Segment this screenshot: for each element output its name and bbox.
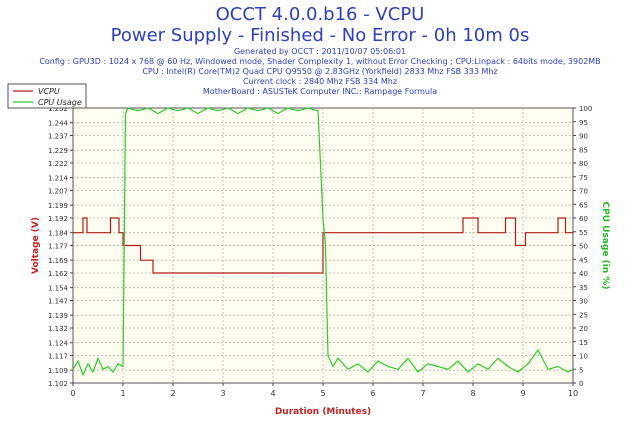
y-tick-label: 1.147 [48,298,68,306]
y2-tick-label: 5 [579,366,583,374]
series-line-cpu-usage [72,107,574,377]
y-tick-label: 1.184 [48,230,69,238]
y-tick-label: 1.124 [48,340,69,348]
y-tick-label: 1.237 [48,133,68,141]
y-tick-label: 1.244 [48,120,69,128]
y2-tick-label: 65 [579,201,588,209]
x-tick-label: 0 [70,389,75,398]
y2-tick-label: 60 [579,215,588,223]
y2-tick-label: 75 [579,174,588,182]
y2-tick-label: 55 [579,229,588,237]
y-tick-label: 1.177 [48,243,68,251]
chart-subtitle: Power Supply - Finished - No Error - 0h … [110,25,530,46]
y2-tick-label: 70 [579,188,588,196]
info-current-clock: Current clock : 2840 Mhz FSB 334 Mhz [242,77,398,86]
y2-tick-label: 30 [579,298,588,306]
y-tick-label: 1.199 [48,202,68,210]
y2-tick-label: 85 [579,146,588,154]
x-tick-label: 9 [520,389,525,398]
x-tick-label: 4 [270,389,275,398]
chart-title: OCCT 4.0.0.b16 - VCPU [215,4,425,25]
x-tick-label: 8 [470,389,475,398]
y-tick-label: 1.109 [48,367,68,375]
y2-tick-label: 25 [579,311,588,319]
y2-tick-label: 15 [579,339,588,347]
y-tick-label: 1.222 [48,160,68,168]
y-axis-label: Voltage (V) [31,217,41,274]
y2-tick-label: 0 [579,380,583,388]
y-tick-label: 1.139 [48,312,68,320]
y-tick-label: 1.192 [48,215,68,223]
y2-tick-label: 80 [579,160,588,168]
y2-axis-label: CPU Usage (in %) [600,202,610,290]
x-tick-label: 5 [320,389,325,398]
y2-tick-label: 40 [579,270,588,278]
y-tick-label: 1.169 [48,257,68,265]
y-tick-label: 1.162 [48,270,68,278]
x-tick-label: 3 [220,389,225,398]
y2-tick-label: 45 [579,256,588,264]
y2-tick-label: 20 [579,325,588,333]
y2-tick-label: 35 [579,284,588,292]
x-axis-label: Duration (Minutes) [275,407,371,417]
x-tick-label: 6 [370,389,375,398]
x-tick-label: 10 [568,389,578,398]
info-motherboard: MotherBoard : ASUSTeK Computer INC.: Ram… [202,87,438,96]
info-cpu: CPU : Intel(R) Core(TM)2 Quad CPU Q9550 … [142,67,498,76]
info-config: Config : GPU3D : 1024 x 768 @ 60 Hz, Win… [39,57,601,66]
y2-tick-label: 10 [579,353,588,361]
y-tick-label: 1.214 [48,175,69,183]
y2-tick-label: 95 [579,119,588,127]
x-tick-label: 1 [120,389,125,398]
y-tick-label: 1.132 [48,325,68,333]
x-tick-label: 7 [420,389,425,398]
y-tick-label: 1.252 [48,105,68,113]
x-tick-label: 2 [170,389,175,398]
legend-label: VCPU [38,87,60,96]
y2-tick-label: 50 [579,243,588,251]
y-tick-label: 1.154 [48,285,69,293]
y2-tick-label: 100 [579,105,592,113]
info-generated: Generated by OCCT : 2011/10/07 05:06:01 [233,47,407,56]
legend [7,83,87,109]
legend-label: CPU Usage [38,98,82,107]
series-line-vcpu [73,217,573,274]
y-tick-label: 1.102 [48,380,68,388]
y-tick-label: 1.117 [48,353,68,361]
y-tick-label: 1.207 [48,188,68,196]
y2-tick-label: 90 [579,133,588,141]
y-tick-label: 1.229 [48,147,68,155]
